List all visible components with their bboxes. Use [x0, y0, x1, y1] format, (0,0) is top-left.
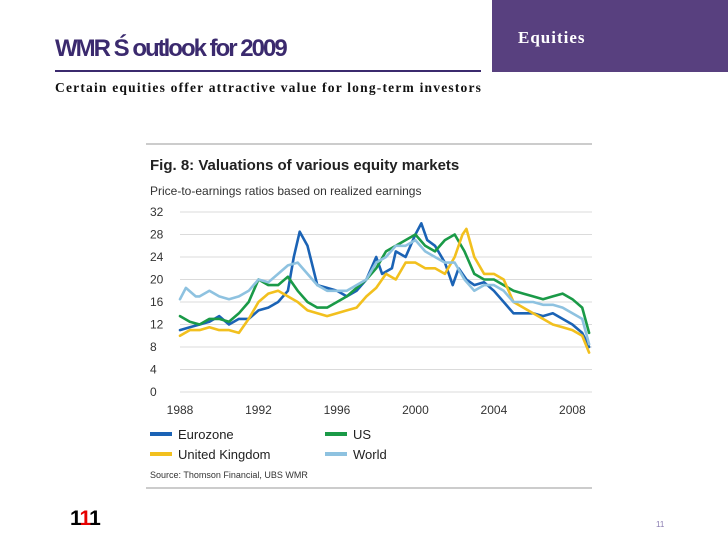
- y-tick-label: 12: [150, 318, 164, 332]
- y-tick-label: 28: [150, 228, 164, 242]
- y-tick-label: 20: [150, 273, 164, 287]
- legend-label-us: US: [353, 427, 371, 442]
- x-tick-label: 1988: [167, 403, 194, 417]
- chart-series: [178, 222, 591, 354]
- chart-title: Fig. 8: Valuations of various equity mar…: [150, 157, 459, 174]
- y-tick-label: 16: [150, 295, 164, 309]
- legend-label-united-kingdom: United Kingdom: [178, 447, 271, 462]
- series-line-us: [178, 233, 591, 335]
- x-tick-label: 2008: [559, 403, 586, 417]
- series-line-united-kingdom: [178, 227, 591, 354]
- x-tick-label: 1996: [324, 403, 351, 417]
- y-tick-label: 0: [150, 385, 157, 399]
- slide-subtitle: Certain equities offer attractive value …: [55, 80, 483, 95]
- page-number: 11: [656, 520, 665, 529]
- legend-label-eurozone: Eurozone: [178, 427, 234, 442]
- legend-label-world: World: [353, 447, 387, 462]
- x-axis-ticks: 1988 1992 1996 2000 2004 2008: [167, 403, 586, 417]
- y-axis-ticks: 0 4 8 12 16 20 24 28 32: [150, 205, 164, 399]
- series-line-eurozone: [178, 222, 591, 349]
- x-tick-label: 2004: [481, 403, 508, 417]
- x-tick-label: 2000: [402, 403, 429, 417]
- y-tick-label: 24: [150, 250, 164, 264]
- x-tick-label: 1992: [245, 403, 272, 417]
- y-tick-label: 32: [150, 205, 164, 219]
- valuation-chart: Fig. 8: Valuations of various equity mar…: [146, 143, 592, 489]
- series-line-world: [178, 238, 591, 346]
- ubs-logo: 111: [70, 507, 101, 530]
- y-tick-label: 8: [150, 340, 157, 354]
- section-label: Equities: [518, 28, 586, 47]
- chart-legend: Eurozone US United Kingdom World: [150, 427, 387, 462]
- chart-source: Source: Thomson Financial, UBS WMR: [150, 470, 308, 480]
- title-divider: [55, 70, 481, 72]
- y-tick-label: 4: [150, 363, 157, 377]
- chart-subtitle: Price-to-earnings ratios based on realiz…: [150, 184, 421, 198]
- section-tab: Equities: [492, 0, 728, 72]
- slide-title: WMR Ś outlook for 2009: [55, 35, 288, 62]
